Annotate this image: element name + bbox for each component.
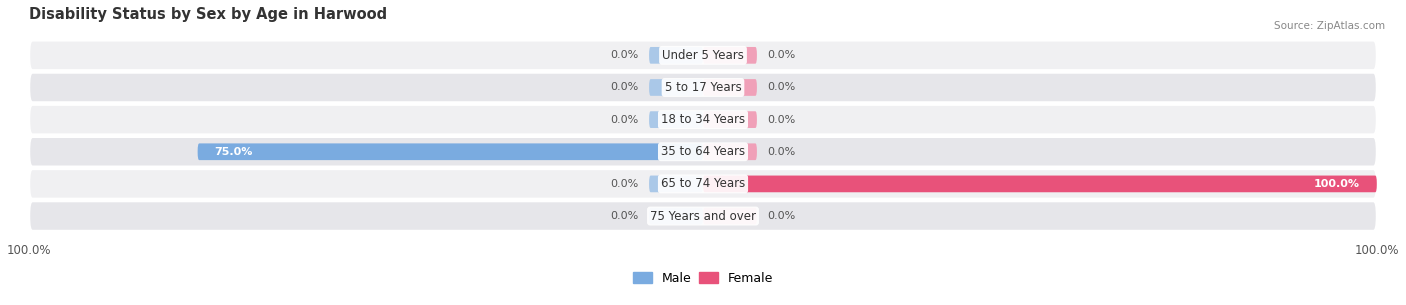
Text: 100.0%: 100.0% xyxy=(1315,179,1360,189)
FancyBboxPatch shape xyxy=(703,111,756,128)
FancyBboxPatch shape xyxy=(703,176,1376,192)
FancyBboxPatch shape xyxy=(703,47,756,64)
Text: 0.0%: 0.0% xyxy=(610,115,638,125)
Text: 0.0%: 0.0% xyxy=(610,211,638,221)
Text: 0.0%: 0.0% xyxy=(768,82,796,92)
FancyBboxPatch shape xyxy=(650,111,703,128)
Text: Disability Status by Sex by Age in Harwood: Disability Status by Sex by Age in Harwo… xyxy=(30,7,387,22)
FancyBboxPatch shape xyxy=(30,137,1376,167)
FancyBboxPatch shape xyxy=(30,105,1376,135)
FancyBboxPatch shape xyxy=(30,41,1376,70)
Text: 0.0%: 0.0% xyxy=(768,211,796,221)
Text: 65 to 74 Years: 65 to 74 Years xyxy=(661,178,745,190)
FancyBboxPatch shape xyxy=(30,169,1376,199)
Text: Source: ZipAtlas.com: Source: ZipAtlas.com xyxy=(1274,21,1385,31)
FancyBboxPatch shape xyxy=(703,143,756,160)
FancyBboxPatch shape xyxy=(650,79,703,96)
Text: 75.0%: 75.0% xyxy=(215,147,253,157)
Text: Under 5 Years: Under 5 Years xyxy=(662,49,744,62)
Text: 0.0%: 0.0% xyxy=(768,115,796,125)
Legend: Male, Female: Male, Female xyxy=(628,267,778,290)
FancyBboxPatch shape xyxy=(703,208,756,224)
FancyBboxPatch shape xyxy=(650,47,703,64)
FancyBboxPatch shape xyxy=(650,208,703,224)
Text: 35 to 64 Years: 35 to 64 Years xyxy=(661,145,745,158)
Text: 0.0%: 0.0% xyxy=(610,179,638,189)
Text: 75 Years and over: 75 Years and over xyxy=(650,210,756,223)
Text: 0.0%: 0.0% xyxy=(610,82,638,92)
FancyBboxPatch shape xyxy=(703,79,756,96)
Text: 0.0%: 0.0% xyxy=(610,50,638,60)
Text: 5 to 17 Years: 5 to 17 Years xyxy=(665,81,741,94)
FancyBboxPatch shape xyxy=(650,176,703,192)
Text: 0.0%: 0.0% xyxy=(768,147,796,157)
Text: 18 to 34 Years: 18 to 34 Years xyxy=(661,113,745,126)
Text: 0.0%: 0.0% xyxy=(768,50,796,60)
FancyBboxPatch shape xyxy=(30,201,1376,231)
FancyBboxPatch shape xyxy=(30,73,1376,102)
FancyBboxPatch shape xyxy=(198,143,703,160)
